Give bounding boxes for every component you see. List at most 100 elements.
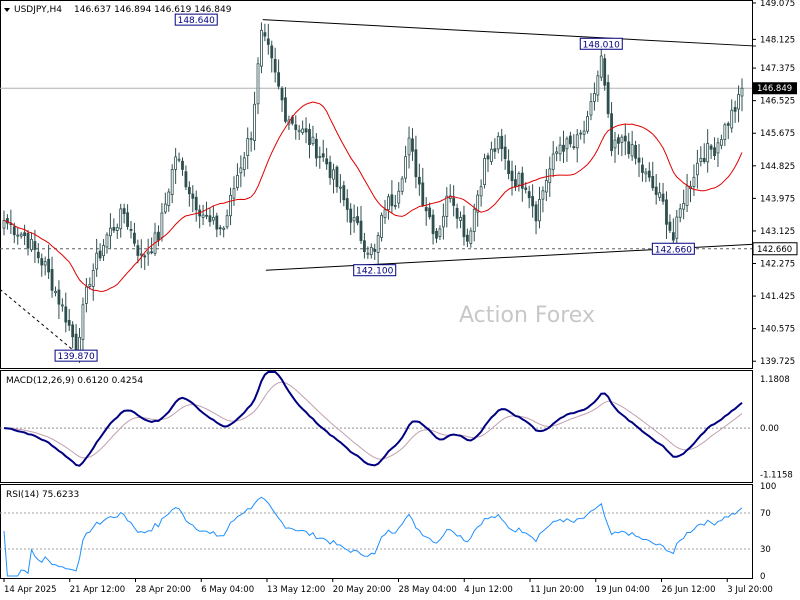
candle-body xyxy=(133,232,136,244)
y-tick-label: 147.375 xyxy=(760,64,795,74)
macd-title: MACD(12,26,9) 0.6120 0.4254 xyxy=(6,376,143,386)
candle-body xyxy=(277,72,281,87)
candle-body xyxy=(57,289,61,305)
candle-body xyxy=(242,157,246,170)
x-tick-label: 20 May 20:00 xyxy=(333,585,391,595)
candle-body xyxy=(733,107,737,112)
candle-body xyxy=(146,251,150,255)
candle-body xyxy=(479,186,483,197)
candle-body xyxy=(40,258,44,266)
candle-body xyxy=(709,145,713,150)
candle-body xyxy=(280,87,284,101)
rsi-y-tick-label: 30 xyxy=(760,545,771,555)
y-tick-label: 142.275 xyxy=(760,260,795,270)
candle-body xyxy=(400,178,404,192)
candle-body xyxy=(239,167,243,174)
ma-layer xyxy=(3,101,743,292)
candle-body xyxy=(695,162,699,176)
rsi-y-tick-label: 0 xyxy=(760,572,765,582)
candle-body xyxy=(685,185,689,206)
candle-body xyxy=(2,219,6,229)
candle-body xyxy=(496,135,500,150)
candle-body xyxy=(167,191,171,206)
candle-body xyxy=(273,58,277,73)
candle-body xyxy=(249,138,253,141)
candle-body xyxy=(363,240,366,252)
candle-body xyxy=(43,261,47,266)
candle-body xyxy=(335,166,339,188)
candle-body xyxy=(163,203,167,213)
x-tick-label: 21 Apr 12:00 xyxy=(70,585,125,595)
candle-body xyxy=(191,193,195,199)
y-tick-label: 144.825 xyxy=(760,162,795,172)
candle-body xyxy=(47,258,51,273)
candle-body xyxy=(651,175,655,189)
candle-body xyxy=(19,233,23,237)
candle-body xyxy=(129,229,133,231)
candle-body xyxy=(438,228,442,237)
y-tick-label: 141.425 xyxy=(760,292,795,302)
candle-body xyxy=(524,187,528,190)
candle-body xyxy=(314,138,318,159)
x-tick-label: 4 Jun 12:00 xyxy=(464,585,513,595)
candle-body xyxy=(665,199,668,225)
candle-body xyxy=(88,284,92,287)
price-label-box xyxy=(174,13,218,26)
candle-body xyxy=(67,320,71,326)
candles-layer xyxy=(2,22,744,363)
rsi-title: RSI(14) 75.6233 xyxy=(6,490,79,500)
candle-body xyxy=(613,139,617,149)
candle-body xyxy=(661,193,665,202)
candle-body xyxy=(201,214,205,218)
candle-body xyxy=(500,135,504,150)
candle-body xyxy=(527,191,531,199)
candle-body xyxy=(421,182,425,206)
candle-body xyxy=(356,216,359,224)
candle-body xyxy=(26,232,30,249)
candle-body xyxy=(671,232,675,241)
grid-layer xyxy=(0,87,752,250)
candle-body xyxy=(95,252,99,270)
y-tick-label: 143.125 xyxy=(760,227,795,237)
candle-body xyxy=(510,170,514,182)
x-tick-label: 19 Jun 04:00 xyxy=(596,585,650,595)
candle-body xyxy=(181,160,184,170)
candle-body xyxy=(726,123,730,126)
candle-body xyxy=(534,204,538,222)
candle-body xyxy=(617,137,620,144)
candle-body xyxy=(359,220,363,241)
candle-body xyxy=(459,217,462,221)
candle-body xyxy=(568,135,572,145)
rsi-layer: 100 70 30 0 xyxy=(0,482,776,582)
candle-body xyxy=(702,158,706,162)
x-tick-label: 14 Apr 2025 xyxy=(4,585,57,595)
price-label-box xyxy=(579,37,623,50)
candle-body xyxy=(126,212,129,227)
candle-body xyxy=(514,179,517,187)
candle-body xyxy=(558,144,562,155)
candle-body xyxy=(490,148,493,162)
candle-body xyxy=(16,234,20,237)
macd-layer: 1.1808 0.00 -1.1158 xyxy=(0,371,793,480)
candle-body xyxy=(404,156,408,179)
level-tag-box xyxy=(752,242,798,256)
candle-body xyxy=(211,216,215,221)
candle-body xyxy=(486,155,490,160)
candle-body xyxy=(71,324,75,338)
candle-body xyxy=(256,63,260,105)
candle-body xyxy=(551,153,555,170)
candle-body xyxy=(599,55,603,78)
candle-body xyxy=(544,179,548,193)
candle-body xyxy=(692,176,696,187)
candle-body xyxy=(194,196,198,211)
candle-body xyxy=(647,170,651,178)
x-axis: 14 Apr 2025 21 Apr 12:00 28 Apr 20:00 6 May… xyxy=(3,578,773,595)
collapse-triangle-icon[interactable] xyxy=(4,8,10,12)
macd-y-tick-label: 0.00 xyxy=(760,424,779,434)
candle-body xyxy=(637,157,641,163)
candle-body xyxy=(260,29,263,67)
candle-body xyxy=(472,208,476,232)
candle-body xyxy=(675,216,679,239)
candle-body xyxy=(476,194,480,213)
candle-body xyxy=(328,161,332,179)
